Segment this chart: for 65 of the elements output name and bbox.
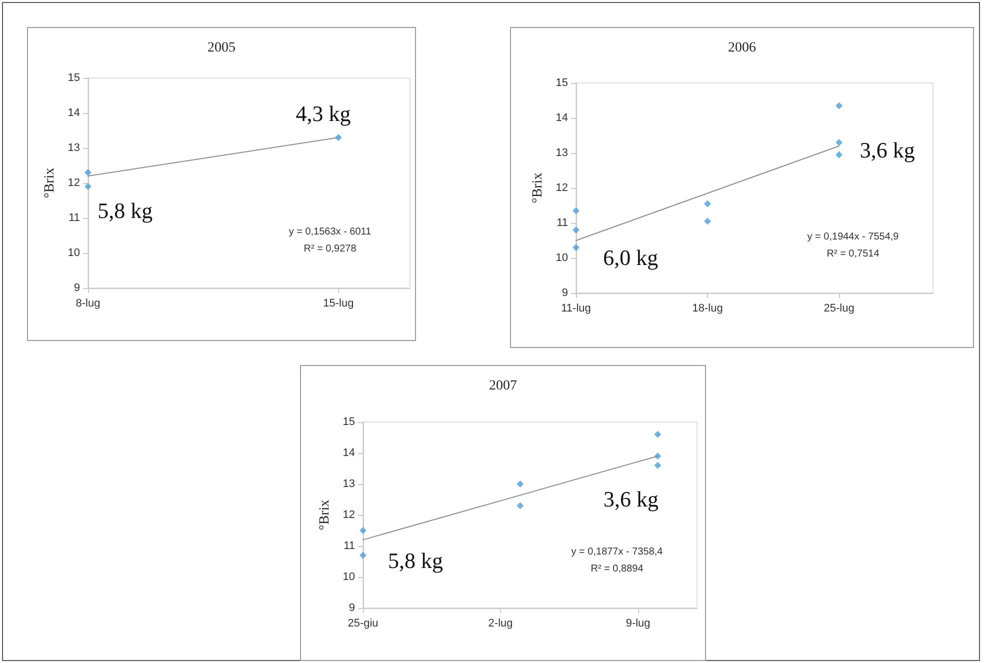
y-tick-label: 10 xyxy=(68,247,80,259)
y-tick-label: 10 xyxy=(342,571,355,583)
y-tick-label: 12 xyxy=(556,182,568,194)
chart-title: 2006 xyxy=(728,40,756,56)
x-tick-label: 15-lug xyxy=(323,298,354,310)
y-tick-label: 10 xyxy=(556,252,568,264)
point xyxy=(516,502,524,510)
annotation: 5,8 kg xyxy=(98,198,153,223)
annotation: y = 0,1877x - 7358,4 xyxy=(571,546,664,558)
y-tick-label: 15 xyxy=(68,72,80,84)
point xyxy=(360,527,366,534)
y-axis-title: °Brix xyxy=(317,500,332,530)
y-tick-label: 13 xyxy=(68,142,80,154)
y-tick-label: 14 xyxy=(68,107,80,119)
point xyxy=(84,169,92,176)
y-tick-label: 9 xyxy=(348,602,355,614)
point xyxy=(654,452,662,460)
point xyxy=(704,200,712,208)
y-tick-label: 14 xyxy=(342,447,355,459)
y-tick-label: 11 xyxy=(556,217,568,229)
point xyxy=(84,183,92,190)
y-tick-label: 9 xyxy=(562,287,568,299)
point xyxy=(836,139,843,146)
chart-title: 2007 xyxy=(489,378,517,394)
y-tick-label: 14 xyxy=(556,112,568,124)
y-axis-title: °Brix xyxy=(42,168,58,198)
annotation: 4,3 kg xyxy=(296,101,351,126)
annotation: y = 0,1944x - 7554,9 xyxy=(807,232,900,242)
point xyxy=(654,462,662,469)
annotation: 3,6 kg xyxy=(860,138,915,163)
annotation: R² = 0,8894 xyxy=(590,564,644,574)
point xyxy=(516,480,524,488)
point xyxy=(572,226,580,234)
point xyxy=(572,207,580,214)
point xyxy=(572,244,580,251)
y-tick-label: 15 xyxy=(342,416,355,428)
point xyxy=(704,218,712,225)
y-tick-label: 11 xyxy=(68,212,80,224)
x-tick-label: 2-lug xyxy=(488,618,513,630)
y-tick-label: 13 xyxy=(556,147,568,159)
annotation: 3,6 kg xyxy=(603,486,658,512)
y-tick-label: 13 xyxy=(342,478,355,490)
x-tick-label: 18-lug xyxy=(692,302,723,314)
point xyxy=(654,430,662,438)
y-tick-label: 9 xyxy=(74,282,80,294)
point xyxy=(836,151,843,158)
chart-title: 2005 xyxy=(208,40,236,56)
x-tick-label: 8-lug xyxy=(76,298,100,310)
y-axis-title: °Brix xyxy=(530,172,546,204)
annotation: y = 0,1563x - 6011 xyxy=(288,226,372,238)
annotation: 6,0 kg xyxy=(603,244,658,270)
x-tick-label: 25-giu xyxy=(348,618,378,630)
x-tick-label: 11-lug xyxy=(561,302,591,314)
point xyxy=(360,552,366,559)
y-tick-label: 12 xyxy=(342,509,355,521)
point xyxy=(334,134,342,141)
y-tick-label: 15 xyxy=(556,77,568,89)
annotation: R² = 0,7514 xyxy=(826,248,880,260)
y-tick-label: 11 xyxy=(344,540,355,552)
x-tick-label: 9-lug xyxy=(626,618,650,630)
annotation: 5,8 kg xyxy=(388,548,444,574)
y-tick-label: 12 xyxy=(68,177,80,189)
point xyxy=(836,102,843,110)
x-tick-label: 25-lug xyxy=(824,302,854,314)
annotation: R² = 0,9278 xyxy=(304,244,357,254)
